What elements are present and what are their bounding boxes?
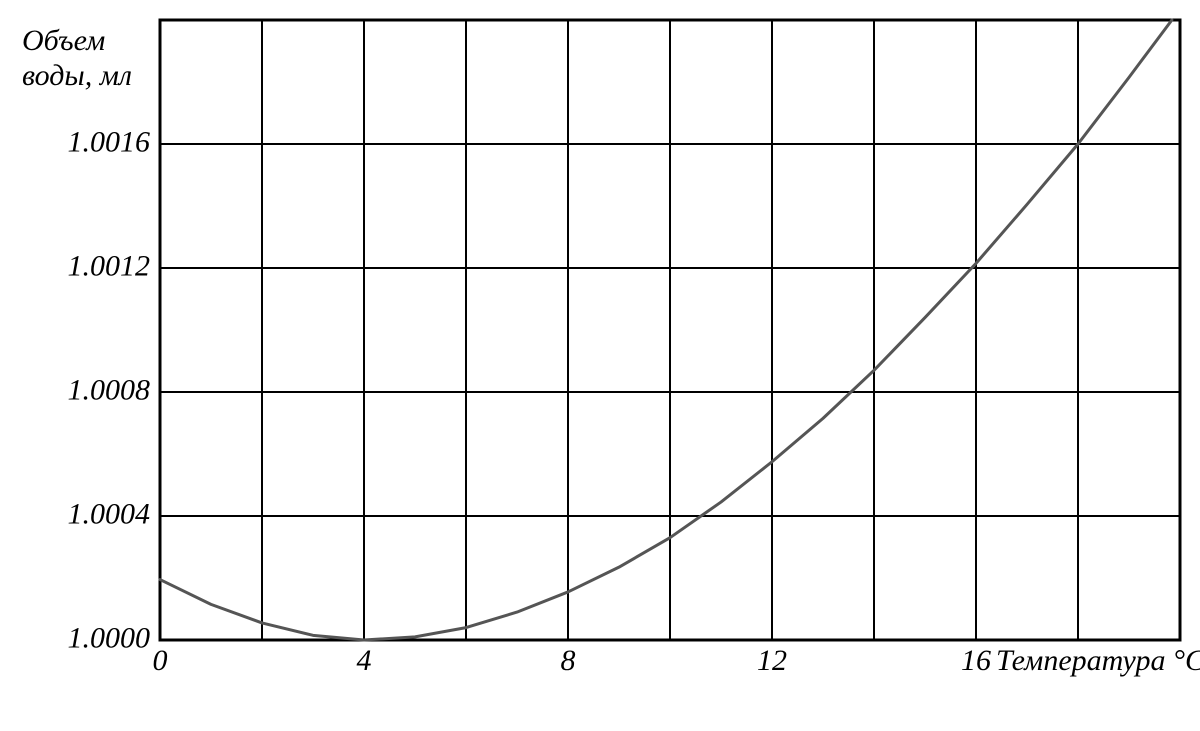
y-tick-label: 1.0012 (68, 249, 151, 283)
y-tick-label: 1.0008 (68, 373, 151, 407)
chart-svg (0, 0, 1200, 731)
y-tick-label: 1.0016 (68, 125, 151, 159)
y-axis-label-line2: воды, мл (22, 59, 132, 93)
x-tick-label: 0 (153, 644, 168, 678)
x-axis-label: Температура °С (996, 644, 1200, 678)
water-volume-chart: Объем воды, мл Температура °С 1.0000 1.00… (0, 0, 1200, 731)
y-tick-label: 1.0004 (68, 497, 151, 531)
x-tick-label: 16 (961, 644, 991, 678)
y-axis-label-line1: Объем (22, 24, 105, 58)
x-tick-label: 12 (757, 644, 787, 678)
x-tick-label: 8 (561, 644, 576, 678)
x-tick-label: 4 (357, 644, 372, 678)
y-tick-label: 1.0000 (68, 621, 151, 655)
